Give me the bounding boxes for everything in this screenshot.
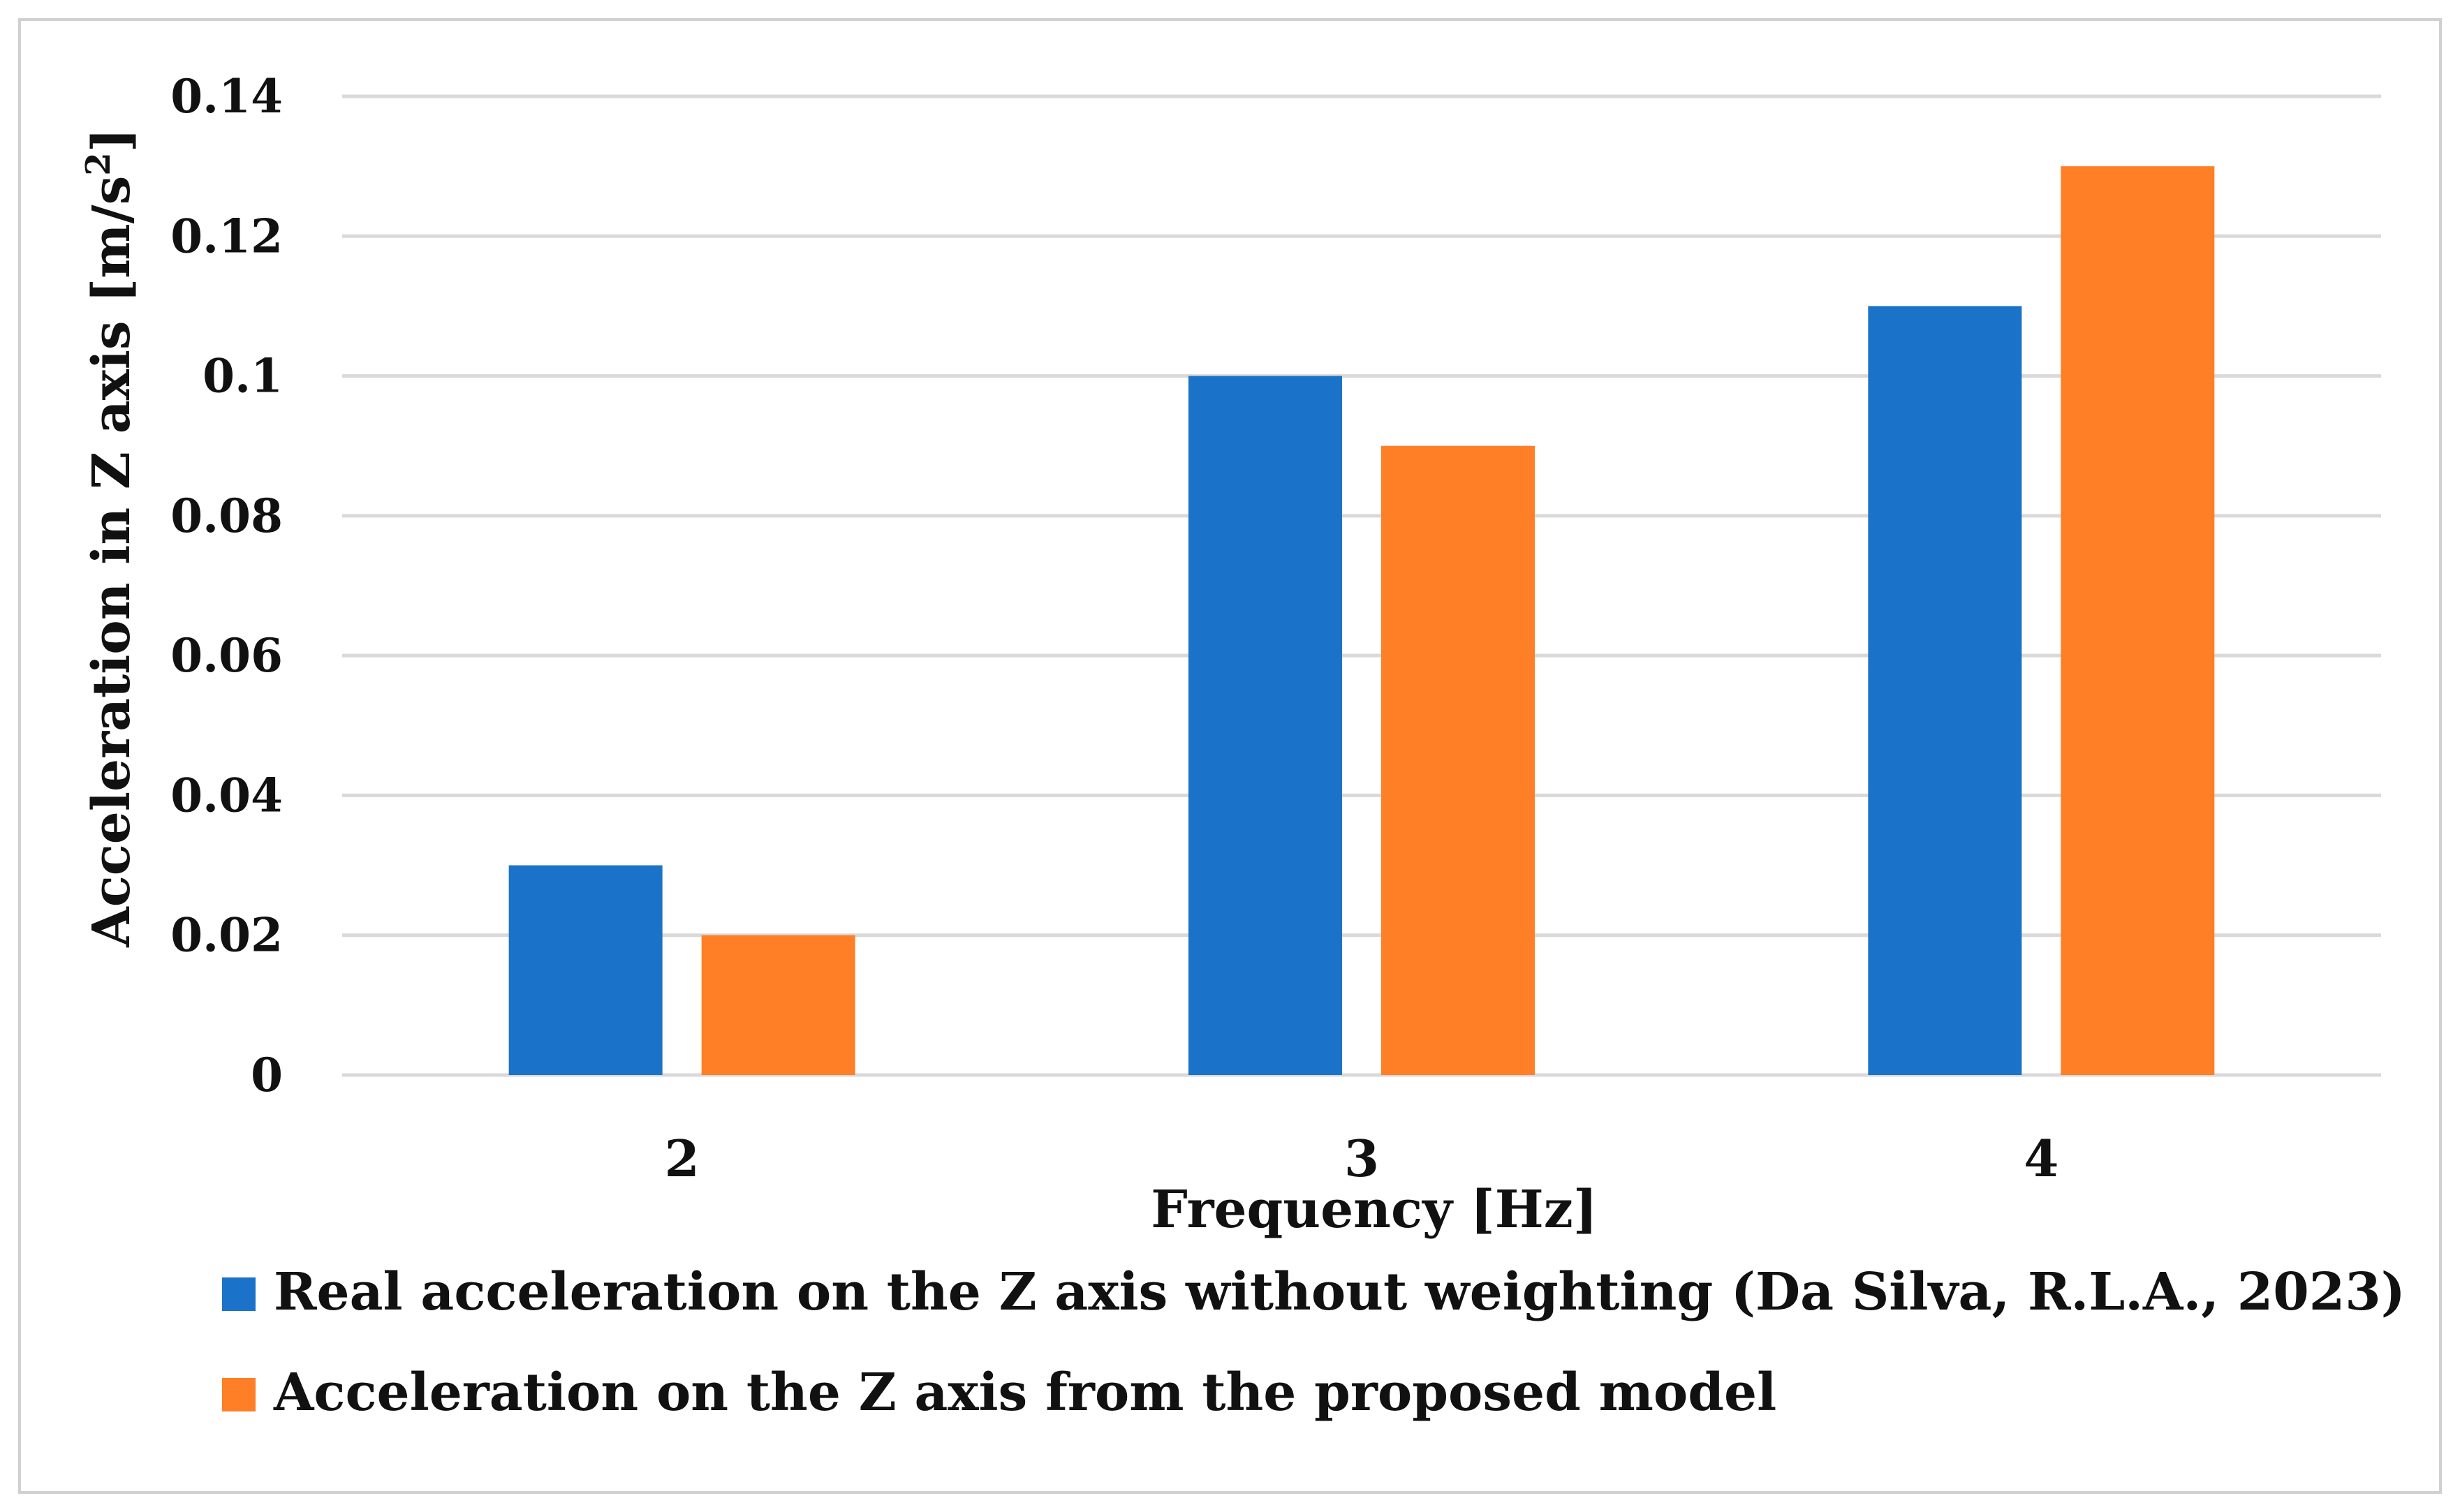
x-tick-label: 3 [1344,1129,1379,1188]
y-tick-label: 0.08 [170,489,283,543]
y-tick-label: 0.12 [170,209,283,263]
x-tick-label: 4 [2024,1129,2058,1188]
y-tick-label: 0.14 [170,69,283,124]
legend-label: Acceleration on the Z axis from the prop… [273,1363,1776,1423]
gridlines [342,94,2381,1077]
bar-model-4 [2061,166,2215,1076]
x-tick-label: 2 [665,1129,700,1188]
y-tick-label: 0.1 [202,349,283,403]
bar-model-2 [701,935,855,1075]
x-axis-ticks: 2 3 4 [665,1129,2059,1188]
bar-real-3 [1188,376,1342,1075]
y-tick-label: 0.06 [170,628,283,683]
y-tick-label: 0 [251,1048,283,1102]
y-tick-label: 0.02 [170,908,283,963]
legend: Real acceleration on the Z axis without … [222,1262,2406,1423]
y-axis-ticks: 0 0.02 0.04 0.06 0.08 0.1 0.12 0.14 [170,69,283,1102]
legend-swatch [222,1378,256,1411]
y-axis-title: Acceleration in Z axis [m/s2] [79,128,142,947]
y-tick-label: 0.04 [170,768,283,822]
bar-real-4 [1868,306,2022,1075]
bars-group [508,166,2215,1076]
x-axis-title: Frequency [Hz] [1151,1180,1598,1240]
bar-model-3 [1381,445,1535,1075]
bar-real-2 [508,865,663,1075]
legend-swatch [222,1277,256,1311]
legend-label: Real acceleration on the Z axis without … [274,1262,2406,1322]
